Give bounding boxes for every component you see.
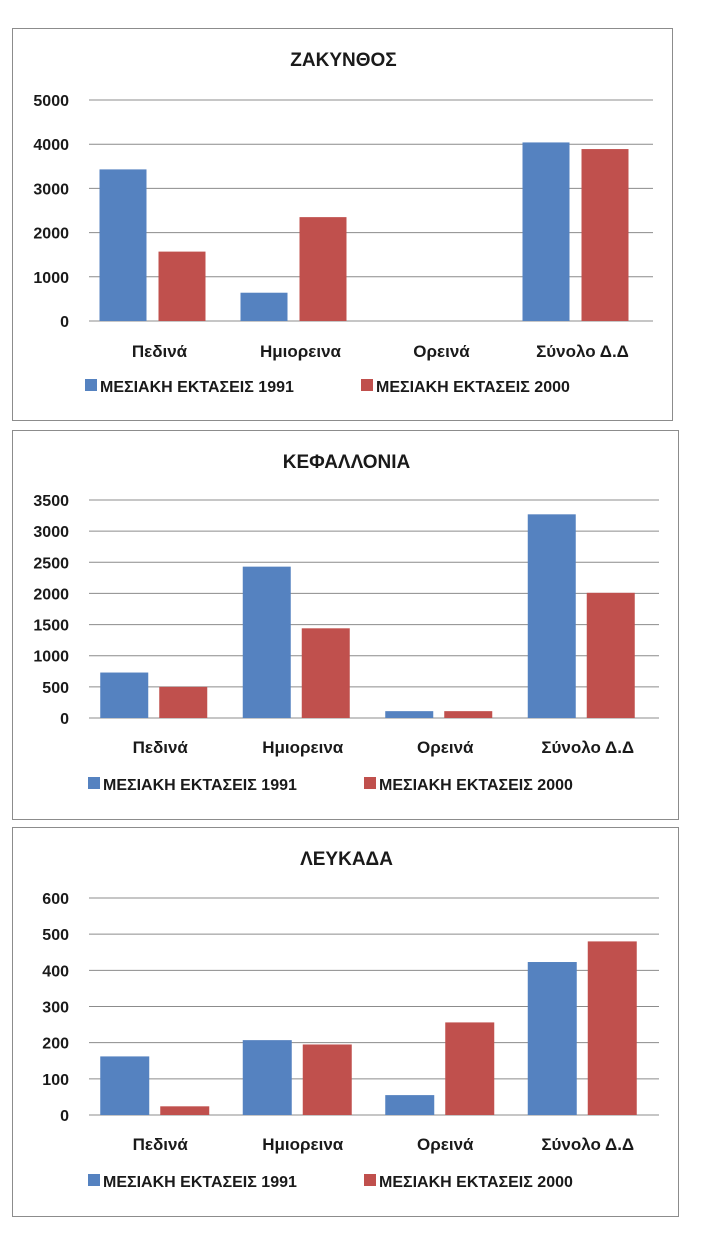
y-tick-label: 1000 [33, 270, 69, 287]
y-tick-label: 0 [60, 711, 69, 728]
y-tick-label: 3000 [33, 181, 69, 198]
bar-2000 [445, 1022, 495, 1115]
y-tick-label: 600 [42, 891, 69, 908]
bar-1991 [385, 1095, 435, 1115]
legend-swatch [88, 1174, 100, 1186]
category-label: Σύνολο Δ.Δ [541, 1135, 634, 1154]
category-label: Πεδινά [133, 1135, 189, 1154]
y-tick-label: 2000 [33, 226, 69, 243]
y-tick-label: 2500 [33, 555, 69, 572]
bar-1991 [527, 962, 577, 1115]
category-label: Ημιορεινα [260, 342, 342, 361]
bar-1991 [527, 514, 576, 718]
legend-label: ΜΕΣΙΑΚΗ ΕΚΤΑΣΕΙΣ 1991 [103, 777, 297, 794]
legend-swatch [364, 1174, 376, 1186]
y-tick-label: 1000 [33, 649, 69, 666]
y-tick-label: 500 [42, 680, 69, 697]
category-label: Πεδινά [132, 342, 188, 361]
bar-2000 [159, 686, 208, 718]
bar-1991 [100, 672, 149, 718]
chart-title: ΛΕΥΚΑΔΑ [300, 849, 393, 870]
bar-1991 [100, 1056, 150, 1115]
chart-svg: ΖΑΚΥΝΘΟΣ 0 1000 2000 3000 4000 5000 Πεδινά Ημιορ… [33, 50, 653, 396]
y-tick-label: 2000 [33, 586, 69, 603]
bar-2000 [444, 711, 493, 718]
bar-1991 [240, 292, 288, 321]
chart-zakynthos: ΖΑΚΥΝΘΟΣ 0 1000 2000 3000 4000 5000 Πεδινά Ημιορ… [12, 28, 673, 421]
category-label: Ημιορεινα [262, 1135, 344, 1154]
y-tick-label: 3500 [33, 493, 69, 510]
bar-2000 [299, 217, 347, 321]
y-tick-label: 400 [42, 963, 69, 980]
chart-svg: ΛΕΥΚΑΔΑ 0 100 200 300 400 500 600 Πεδινά Ημιορειν… [42, 849, 659, 1191]
legend-label: ΜΕΣΙΑΚΗ ΕΚΤΑΣΕΙΣ 2000 [376, 379, 570, 396]
y-tick-label: 0 [60, 314, 69, 331]
y-tick-label: 5000 [33, 93, 69, 110]
bar-2000 [586, 592, 635, 718]
bar-1991 [522, 142, 570, 321]
bar-1991 [242, 1040, 292, 1115]
bar-1991 [385, 711, 434, 718]
legend-swatch [361, 379, 373, 391]
category-label: Σύνολο Δ.Δ [536, 342, 629, 361]
chart-lefkada: ΛΕΥΚΑΔΑ 0 100 200 300 400 500 600 Πεδινά Ημιορειν… [12, 827, 679, 1217]
legend-label: ΜΕΣΙΑΚΗ ΕΚΤΑΣΕΙΣ 1991 [100, 379, 294, 396]
chart-title: ΖΑΚΥΝΘΟΣ [290, 50, 396, 71]
y-tick-label: 100 [42, 1072, 69, 1089]
bar-2000 [158, 251, 206, 321]
bar-1991 [242, 566, 291, 718]
y-tick-label: 300 [42, 1000, 69, 1017]
category-label: Σύνολο Δ.Δ [541, 738, 634, 757]
legend-swatch [88, 777, 100, 789]
chart-svg: ΚΕΦΑΛΛΟΝΙΑ 0 500 1000 1500 2000 2500 3000 3500 Πε… [33, 452, 659, 794]
legend-label: ΜΕΣΙΑΚΗ ΕΚΤΑΣΕΙΣ 1991 [103, 1174, 297, 1191]
y-tick-label: 3000 [33, 524, 69, 541]
y-tick-label: 4000 [33, 137, 69, 154]
legend-swatch [85, 379, 97, 391]
legend-label: ΜΕΣΙΑΚΗ ΕΚΤΑΣΕΙΣ 2000 [379, 1174, 573, 1191]
y-tick-label: 500 [42, 927, 69, 944]
category-label: Ορεινά [413, 342, 470, 361]
legend-label: ΜΕΣΙΑΚΗ ΕΚΤΑΣΕΙΣ 2000 [379, 777, 573, 794]
bar-2000 [587, 941, 637, 1115]
chart-kefallonia: ΚΕΦΑΛΛΟΝΙΑ 0 500 1000 1500 2000 2500 3000 3500 Πε… [12, 430, 679, 820]
y-tick-label: 200 [42, 1036, 69, 1053]
y-tick-label: 0 [60, 1108, 69, 1125]
bar-2000 [302, 1044, 352, 1115]
y-tick-label: 1500 [33, 618, 69, 635]
bar-2000 [301, 628, 350, 718]
legend-swatch [364, 777, 376, 789]
category-label: Ημιορεινα [262, 738, 344, 757]
chart-title: ΚΕΦΑΛΛΟΝΙΑ [283, 452, 411, 473]
category-label: Πεδινά [133, 738, 189, 757]
bar-2000 [160, 1106, 210, 1115]
bar-1991 [99, 169, 147, 321]
category-label: Ορεινά [417, 1135, 474, 1154]
category-label: Ορεινά [417, 738, 474, 757]
bar-2000 [581, 149, 629, 321]
